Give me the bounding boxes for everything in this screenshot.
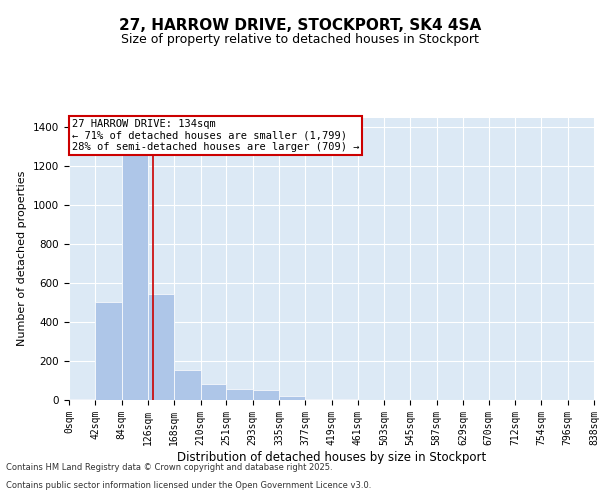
Bar [226, 390, 253, 400]
Text: 27, HARROW DRIVE, STOCKPORT, SK4 4SA: 27, HARROW DRIVE, STOCKPORT, SK4 4SA [119, 18, 481, 32]
Text: Contains public sector information licensed under the Open Government Licence v3: Contains public sector information licen… [6, 481, 371, 490]
Bar [148, 294, 174, 400]
Bar [69, 399, 95, 400]
Bar [305, 399, 332, 400]
Bar [122, 152, 148, 400]
Text: Size of property relative to detached houses in Stockport: Size of property relative to detached ho… [121, 32, 479, 46]
Bar [95, 302, 122, 400]
Text: Contains HM Land Registry data © Crown copyright and database right 2025.: Contains HM Land Registry data © Crown c… [6, 464, 332, 472]
X-axis label: Distribution of detached houses by size in Stockport: Distribution of detached houses by size … [177, 450, 486, 464]
Bar [279, 396, 305, 400]
Bar [253, 390, 279, 400]
Text: 27 HARROW DRIVE: 134sqm
← 71% of detached houses are smaller (1,799)
28% of semi: 27 HARROW DRIVE: 134sqm ← 71% of detache… [71, 119, 359, 152]
Bar [174, 370, 200, 400]
Y-axis label: Number of detached properties: Number of detached properties [17, 171, 28, 346]
Bar [200, 384, 226, 400]
